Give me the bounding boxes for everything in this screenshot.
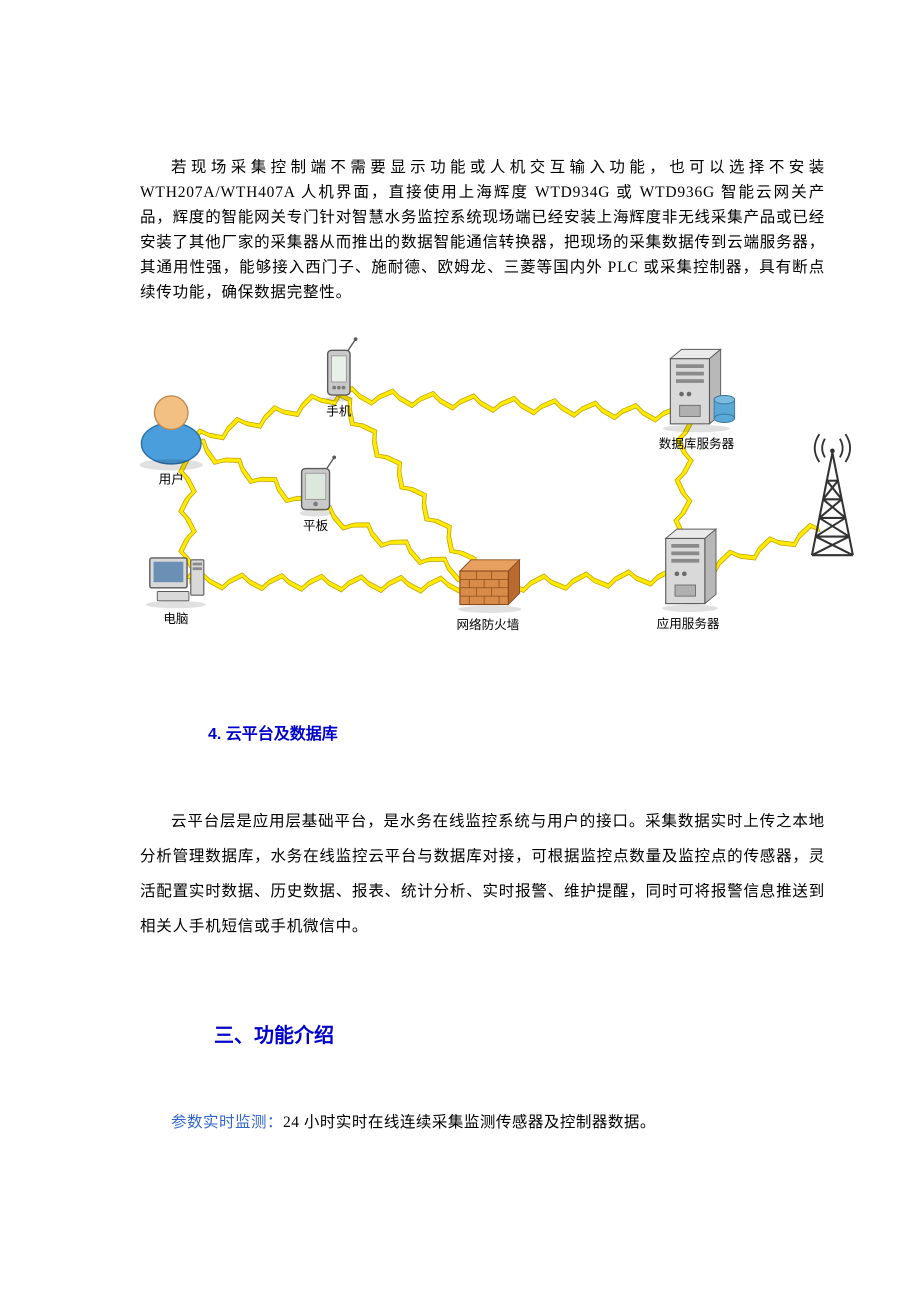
label-user: 用户 — [159, 471, 184, 486]
paragraph-intro: 若现场采集控制端不需要显示功能或人机交互输入功能，也可以选择不安装 WTH207… — [140, 155, 825, 305]
label-pc: 电脑 — [163, 612, 188, 626]
node-appserver: 应用服务器 — [657, 529, 720, 631]
heading-features: 三、功能介绍 — [214, 1019, 825, 1048]
text-realtime-desc: 24 小时实时在线连续采集监测传感器及控制器数据。 — [283, 1114, 656, 1131]
paragraph-cloud: 云平台层是应用层基础平台，是水务在线监控系统与用户的接口。采集数据实时上传之本地… — [140, 804, 825, 944]
node-pc: 电脑 — [146, 558, 206, 626]
label-tablet: 平板 — [303, 519, 329, 533]
node-phone: 手机 — [326, 337, 358, 418]
paragraph-realtime: 参数实时监测：24 小时实时在线连续采集监测传感器及控制器数据。 — [140, 1110, 825, 1136]
label-dbserver: 数据库服务器 — [659, 436, 735, 451]
network-diagram-svg: 用户 手机 平板 — [120, 315, 865, 665]
label-realtime-monitor: 参数实时监测： — [171, 1114, 283, 1131]
node-firewall: 网络防火墙 — [456, 560, 521, 632]
label-appserver: 应用服务器 — [657, 616, 720, 631]
heading-cloud-db: 4. 云平台及数据库 — [208, 720, 825, 744]
node-user: 用户 — [140, 396, 203, 487]
label-phone: 手机 — [326, 405, 352, 419]
node-tower — [812, 434, 853, 555]
network-diagram: 用户 手机 平板 — [120, 315, 865, 665]
node-tablet: 平板 — [300, 456, 336, 534]
label-firewall: 网络防火墙 — [456, 617, 519, 632]
node-dbserver: 数据库服务器 — [659, 349, 735, 451]
